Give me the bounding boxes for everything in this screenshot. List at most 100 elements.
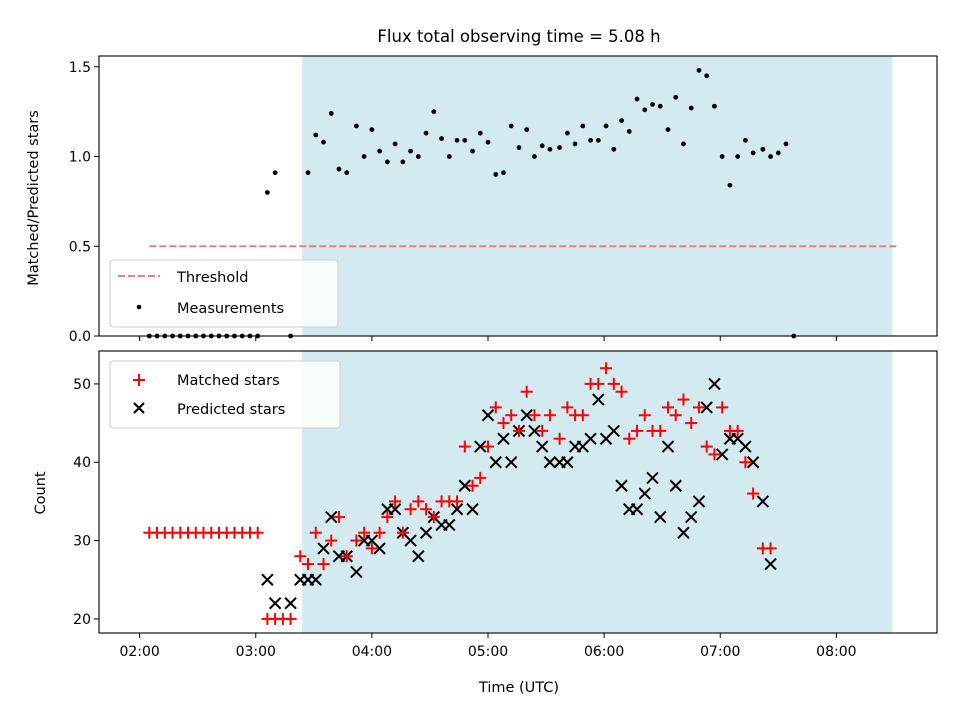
- measurement-point: [423, 130, 429, 136]
- matched-point: [420, 503, 433, 516]
- matched-point: [592, 377, 605, 390]
- measurement-point: [696, 67, 702, 73]
- predicted-point: [661, 440, 675, 453]
- matched-point: [607, 377, 620, 390]
- predicted-point: [261, 573, 274, 586]
- matched-point: [389, 495, 402, 508]
- matched-point: [654, 424, 667, 437]
- measurement-point: [595, 137, 601, 143]
- matched-point: [458, 440, 471, 453]
- measurement-point: [305, 170, 311, 176]
- measurement-point: [439, 136, 444, 141]
- predicted-point: [677, 526, 690, 539]
- predicted-point: [543, 456, 557, 469]
- measurement-point: [657, 103, 663, 109]
- matched-point: [661, 401, 674, 414]
- matched-point: [615, 385, 628, 398]
- measurement-point: [516, 145, 522, 150]
- measurement-point: [743, 137, 748, 143]
- matched-point: [677, 393, 690, 406]
- measurement-point: [415, 154, 421, 159]
- measurement-point: [564, 130, 570, 136]
- matched-point: [631, 424, 644, 437]
- measurement-point: [272, 170, 278, 176]
- matched-point: [553, 432, 566, 445]
- matched-point: [309, 526, 322, 539]
- predicted-point: [669, 479, 682, 492]
- measurement-point: [626, 128, 632, 134]
- predicted-point: [561, 456, 574, 469]
- predicted-point: [350, 565, 363, 579]
- matched-point: [528, 409, 541, 422]
- predicted-point: [739, 440, 752, 453]
- matched-point: [251, 526, 264, 539]
- measurement-point: [760, 146, 766, 152]
- predicted-point: [373, 542, 386, 555]
- predicted-point: [708, 377, 721, 391]
- matched-point: [623, 432, 636, 445]
- matched-point: [708, 448, 721, 461]
- matched-point: [739, 456, 752, 469]
- measurement-point: [361, 154, 367, 159]
- matched-point: [317, 558, 330, 571]
- predicted-point: [388, 503, 402, 516]
- observing-window-band: [302, 351, 893, 633]
- measurement-point: [532, 154, 537, 159]
- measurement-point: [369, 127, 375, 132]
- threshold-legend-label: Threshold: [176, 270, 248, 286]
- matched-point: [412, 495, 425, 508]
- predicted-point: [481, 409, 495, 422]
- ratio-legend: Threshold Measurements: [109, 259, 339, 328]
- measurement-point: [588, 137, 593, 143]
- predicted-point: [404, 534, 417, 547]
- matched-point: [489, 401, 502, 414]
- x-tick-label: 05:00: [468, 644, 508, 660]
- measurement-point: [572, 141, 578, 147]
- predicted-point: [630, 503, 644, 516]
- measurement-point: [619, 118, 624, 124]
- x-tick-label: 04:00: [352, 644, 392, 660]
- count-y-axis: 20 30 40 50: [73, 377, 99, 628]
- y-tick-label: 0.0: [69, 329, 91, 345]
- predicted-point: [419, 526, 433, 539]
- measurement-point: [557, 145, 563, 150]
- measurements-legend-marker: [136, 304, 142, 310]
- predicted-point: [746, 456, 760, 469]
- measurement-point: [580, 123, 586, 129]
- matched-point: [520, 385, 533, 398]
- measurement-point: [377, 148, 383, 154]
- measurement-point: [431, 109, 437, 115]
- predicted-point: [692, 495, 706, 508]
- matched-point: [340, 550, 353, 563]
- measurement-point: [446, 154, 452, 159]
- matched-point: [692, 401, 705, 414]
- measurement-point: [547, 146, 553, 152]
- measurement-point: [650, 102, 655, 107]
- y-tick-label: 20: [73, 612, 91, 628]
- measurement-point: [539, 143, 545, 149]
- predicted-point: [700, 401, 713, 414]
- matched-point: [451, 495, 464, 508]
- matched-point: [576, 409, 589, 422]
- predicted-stars-series: [261, 377, 777, 610]
- matched-point: [404, 503, 417, 516]
- measurement-point: [524, 127, 530, 132]
- count-x-axis: 02:00 03:00 04:00 05:00 06:00 07:00 08:00: [119, 633, 857, 660]
- measurement-point: [344, 170, 350, 176]
- matched-point: [561, 401, 574, 414]
- predicted-point: [474, 440, 487, 453]
- measurement-point: [735, 154, 741, 159]
- measurement-point: [719, 154, 725, 159]
- predicted-point: [450, 503, 464, 516]
- measurement-point: [603, 123, 609, 129]
- measurement-point: [408, 148, 413, 154]
- predicted-point: [756, 495, 770, 508]
- matched-point: [669, 409, 682, 422]
- predicted-legend-marker: [133, 402, 145, 414]
- matched-point: [497, 417, 510, 430]
- count-axes-frame: [98, 350, 938, 634]
- matched-point: [358, 526, 371, 539]
- count-y-axis-label: Count: [33, 471, 49, 514]
- predicted-point: [685, 510, 698, 524]
- matched-point: [505, 409, 518, 422]
